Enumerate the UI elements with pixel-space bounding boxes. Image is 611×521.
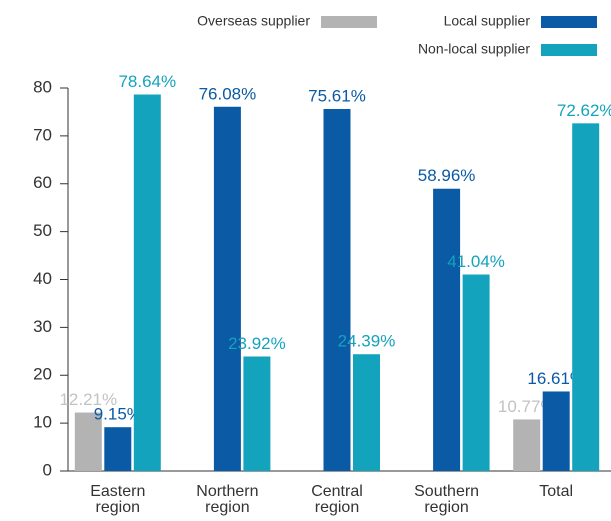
y-tick-label: 30	[33, 317, 52, 336]
value-label: 58.96%	[418, 166, 476, 185]
y-tick-label: 40	[33, 269, 52, 288]
y-tick-label: 70	[33, 125, 52, 144]
value-label: 78.64%	[118, 72, 176, 91]
bar	[572, 123, 600, 471]
x-tick-label: Total	[539, 483, 574, 500]
value-label: 12.21%	[59, 390, 117, 409]
legend-swatch	[541, 44, 597, 56]
legend-swatch	[541, 16, 597, 28]
bar	[433, 188, 461, 471]
y-tick-label: 20	[33, 365, 52, 384]
value-label: 23.92%	[228, 334, 286, 353]
x-tick-label: Southern region	[414, 483, 480, 516]
bar	[133, 94, 161, 472]
y-tick-label: 60	[33, 173, 52, 192]
legend-label: Overseas supplier	[197, 13, 310, 29]
bar	[213, 106, 241, 471]
value-label: 16.61%	[527, 369, 585, 388]
value-label: 10.77%	[498, 397, 556, 416]
bar	[243, 356, 271, 471]
value-label: 76.08%	[199, 84, 257, 103]
bar	[513, 419, 541, 471]
value-label: 41.04%	[447, 252, 505, 271]
value-label: 72.62%	[557, 101, 611, 120]
value-label: 75.61%	[308, 87, 366, 106]
value-label: 24.39%	[338, 332, 396, 351]
x-tick-label: Eastern region	[90, 483, 146, 516]
bar	[323, 109, 351, 472]
x-tick-label: Central region	[311, 483, 363, 516]
bar	[353, 354, 380, 471]
y-tick-label: 0	[43, 460, 52, 479]
y-tick-label: 10	[33, 413, 52, 432]
legend-label: Local supplier	[444, 13, 531, 29]
bar	[542, 391, 570, 471]
value-label: 9.15%	[94, 405, 142, 424]
bar	[104, 427, 132, 471]
bar	[74, 412, 102, 471]
y-tick-label: 50	[33, 221, 52, 240]
x-tick-label: Northern region	[196, 483, 259, 516]
y-tick-label: 80	[33, 77, 52, 96]
legend-swatch	[321, 16, 377, 28]
legend-label: Non-local supplier	[418, 41, 530, 57]
bar	[462, 274, 490, 471]
